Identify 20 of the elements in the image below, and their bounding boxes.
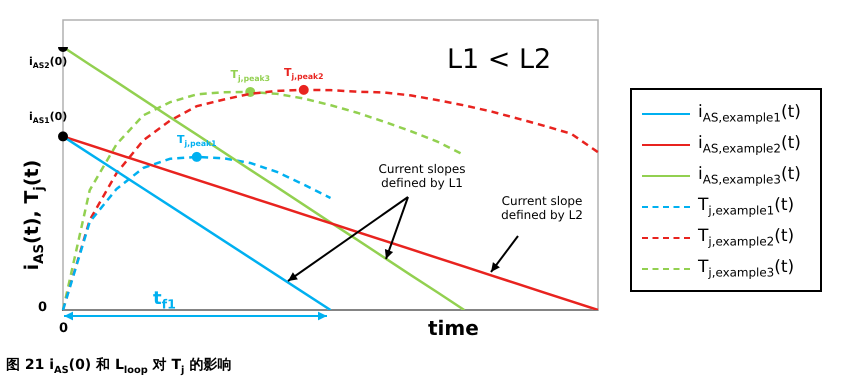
annotation: T$_{j,peak3}$ — [230, 68, 270, 84]
legend-label: i$_{AS,example1}$(t) — [698, 102, 801, 125]
legend-label: i$_{AS,example2}$(t) — [698, 133, 801, 156]
annotation: i$_{AS2}$(0) — [29, 55, 68, 70]
annotation: t$_{f1}$ — [153, 288, 176, 312]
legend-label: T$_{j,example1}$(t) — [698, 195, 794, 218]
x-axis-title: time — [428, 316, 479, 340]
annotation: T$_{j,peak2}$ — [284, 66, 324, 82]
point — [298, 84, 309, 95]
annotation: L1 < L2 — [447, 44, 552, 75]
text: 0 — [59, 321, 68, 336]
legend-label: T$_{j,example3}$(t) — [698, 257, 794, 280]
caption: 图 21 i$_{AS}$(0) 和 L$_{loop}$ 对 T$_{j}$ 的影响 — [6, 356, 232, 376]
annotation: Current slopes defined by L1 — [377, 162, 467, 190]
point — [192, 152, 202, 162]
annotation: i$_{AS1}$(0) — [29, 110, 68, 126]
legend-label: i$_{AS,example3}$(t) — [698, 164, 801, 187]
text: 0 — [38, 300, 48, 315]
legend-label: T$_{j,example2}$(t) — [698, 226, 794, 249]
annotation: Current slope defined by L2 — [500, 194, 584, 222]
